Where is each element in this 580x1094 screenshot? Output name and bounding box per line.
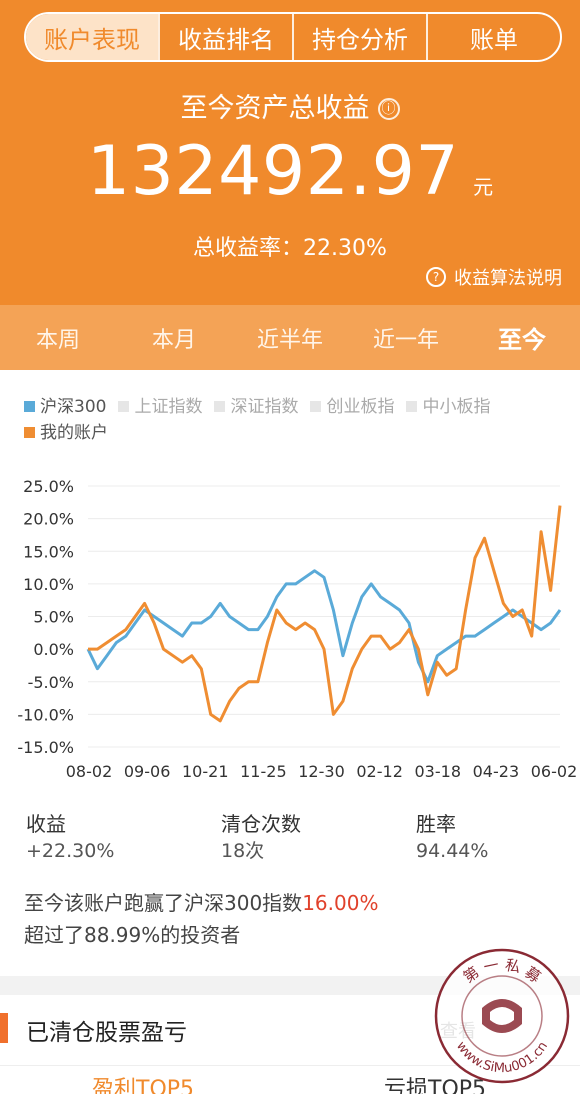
question-icon: ?	[426, 267, 446, 287]
total-return-rate: 总收益率：22.30%	[193, 236, 387, 261]
period-one-year[interactable]: 近一年	[372, 327, 439, 353]
x-tick-label: 06-02	[531, 762, 578, 781]
tab-account-performance[interactable]: 账户表现	[26, 14, 158, 60]
legend-label: 中小板指	[422, 397, 491, 417]
y-tick-label: 0.0%	[33, 640, 74, 659]
legend-swatch	[310, 401, 322, 412]
tab-holdings-analysis[interactable]: 持仓分析	[292, 14, 426, 60]
legend-swatch	[24, 401, 35, 412]
legend-label: 深证指数	[230, 397, 299, 417]
series-line-hs300	[86, 569, 562, 684]
summary-line-1: 至今该账户跑赢了沪深300指数16.00%	[24, 887, 378, 919]
earnings-algorithm-label: 收益算法说明	[454, 268, 562, 289]
summary-beat-value: 16.00%	[302, 891, 379, 915]
legend-item-1[interactable]: 上证指数	[118, 394, 202, 420]
legend-swatch	[24, 427, 35, 438]
return-line-chart: 25.0% 20.0% 15.0% 10.0% 5.0% 0.0% -5.0% -10.0% -…	[17, 477, 578, 781]
stat-win-rate: 胜率 94.44%	[416, 810, 488, 864]
earnings-algorithm-link[interactable]: ? 收益算法说明	[426, 264, 562, 290]
legend-label: 上证指数	[134, 397, 203, 417]
y-tick-label: 15.0%	[23, 542, 74, 561]
total-earnings-amount-row: 132492.97 元	[0, 132, 580, 211]
series-line-my-account	[88, 505, 562, 723]
legend-label: 我的账户	[40, 423, 108, 443]
info-icon[interactable]: ⓘ	[377, 98, 400, 120]
x-tick-label: 03-18	[415, 762, 462, 781]
legend-item-4[interactable]: 中小板指	[406, 394, 490, 420]
y-tick-label: -5.0%	[28, 673, 74, 692]
legend-label: 沪深300	[40, 397, 107, 417]
y-tick-label: 5.0%	[33, 608, 74, 627]
legend-swatch	[406, 401, 418, 412]
stat-clearance-count: 清仓次数 18次	[221, 810, 301, 864]
period-selector: 本周 本月 近半年 近一年 至今	[0, 305, 580, 370]
top-tab-bar: 账户表现 收益排名 持仓分析 账单	[24, 12, 562, 62]
y-tick-label: 10.0%	[23, 575, 74, 594]
stat-earnings-label: 收益	[26, 812, 66, 836]
y-tick-label: 25.0%	[23, 477, 74, 496]
performance-summary: 至今该账户跑赢了沪深300指数16.00% 超过了88.99%的投资者	[24, 887, 378, 951]
legend-item-5[interactable]: 我的账户	[24, 420, 108, 446]
section-accent-bar	[0, 1013, 8, 1043]
summary-line-2: 超过了88.99%的投资者	[24, 923, 241, 947]
legend-item-3[interactable]: 创业板指	[310, 394, 394, 420]
total-earnings-amount: 132492.97	[86, 132, 460, 211]
chart-legend: 沪深300 上证指数 深证指数 创业板指 中小板指我的账户	[24, 394, 564, 446]
stat-clearance-value: 18次	[221, 840, 265, 862]
tab-loss-top5[interactable]: 亏损TOP5	[384, 1077, 487, 1094]
stat-earnings-value: +22.30%	[26, 840, 115, 862]
y-tick-label: 20.0%	[23, 510, 74, 529]
section-title: 已清仓股票盈亏	[26, 1020, 187, 1046]
y-tick-label: -10.0%	[17, 705, 74, 724]
summary-beat-text: 至今该账户跑赢了沪深300指数	[24, 891, 303, 915]
period-this-week[interactable]: 本周	[35, 327, 80, 353]
stat-win-rate-value: 94.44%	[416, 840, 489, 862]
stat-clearance-label: 清仓次数	[221, 812, 301, 836]
legend-item-0[interactable]: 沪深300	[24, 394, 106, 420]
legend-item-2[interactable]: 深证指数	[214, 394, 298, 420]
legend-label: 创业板指	[326, 397, 395, 417]
x-tick-label: 12-30	[298, 762, 345, 781]
period-to-date[interactable]: 至今	[498, 326, 546, 354]
tab-profit-top5[interactable]: 盈利TOP5	[92, 1077, 195, 1094]
tab-bill[interactable]: 账单	[426, 14, 560, 60]
x-tick-label: 11-25	[240, 762, 287, 781]
performance-chart-card: 沪深300 上证指数 深证指数 创业板指 中小板指我的账户 25.0% 20.0% 15.0…	[0, 370, 580, 976]
stat-earnings: 收益 +22.30%	[26, 810, 114, 864]
total-earnings-title: 至今资产总收益	[180, 93, 370, 124]
period-this-month[interactable]: 本月	[151, 327, 196, 353]
account-header: 账户表现 收益排名 持仓分析 账单 至今资产总收益 ⓘ 132492.97 元 总收…	[0, 0, 580, 305]
stat-win-rate-label: 胜率	[416, 812, 456, 836]
x-tick-label: 02-12	[356, 762, 403, 781]
watermark-seal: 第 一 私 募 www.SiMu001.cn	[434, 948, 570, 1084]
amount-unit: 元	[473, 175, 494, 199]
x-tick-label: 09-06	[124, 762, 171, 781]
legend-swatch	[214, 401, 226, 412]
legend-swatch	[118, 401, 130, 412]
tab-earnings-ranking[interactable]: 收益排名	[158, 14, 292, 60]
x-tick-label: 04-23	[473, 762, 520, 781]
x-tick-label: 10-21	[182, 762, 229, 781]
total-earnings-title-row: 至今资产总收益 ⓘ	[0, 86, 580, 125]
period-half-year[interactable]: 近半年	[256, 327, 323, 353]
y-tick-label: -15.0%	[17, 738, 74, 757]
x-tick-label: 08-02	[66, 762, 113, 781]
